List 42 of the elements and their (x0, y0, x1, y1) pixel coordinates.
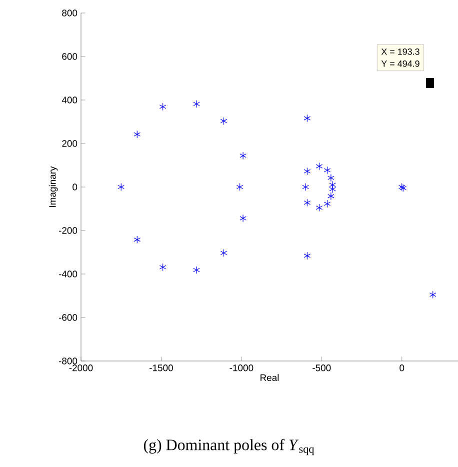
point (159, 102, 166, 111)
point (193, 100, 200, 108)
x-tick-label: -1500 (150, 364, 173, 372)
point (240, 214, 246, 222)
annotation: Y = 494.9 (381, 60, 420, 67)
y-tick-label: 400 (62, 96, 78, 104)
point (134, 236, 141, 244)
y-tick-label: 200 (62, 140, 78, 147)
point (304, 114, 311, 122)
point (429, 290, 436, 299)
point (134, 130, 141, 138)
text: (g) Dominant poles of Y$_{sqq}$ (144, 438, 314, 456)
x-tick-label: -1000 (230, 364, 254, 372)
y-tick-label: -800 (58, 358, 78, 364)
point (316, 162, 323, 170)
point (220, 249, 228, 257)
point (328, 192, 334, 200)
y-tick-label: -600 (58, 314, 78, 321)
point (118, 183, 125, 191)
point (324, 200, 331, 208)
point (302, 183, 310, 191)
y-tick-label: 0 (72, 184, 78, 190)
point (304, 198, 311, 207)
point (304, 252, 311, 260)
x-tick-label: -2000 (69, 364, 93, 372)
point (220, 117, 228, 125)
x-axis-title: Real (260, 374, 279, 382)
y-tick-label: -200 (58, 227, 78, 234)
point (240, 152, 246, 160)
x-tick-label: 0 (400, 364, 404, 372)
y-tick-label: 600 (62, 53, 78, 60)
point (193, 266, 200, 274)
x-tick-label: -500 (312, 364, 331, 372)
point (304, 167, 311, 176)
point (159, 263, 166, 272)
point (316, 204, 323, 212)
y-tick-label: 800 (62, 10, 78, 16)
point (236, 183, 244, 191)
annotation: X = 193.3 (381, 48, 420, 55)
y-axis-title: Imaginary (48, 166, 58, 207)
point (329, 185, 336, 194)
y-tick-label: -400 (58, 270, 78, 278)
